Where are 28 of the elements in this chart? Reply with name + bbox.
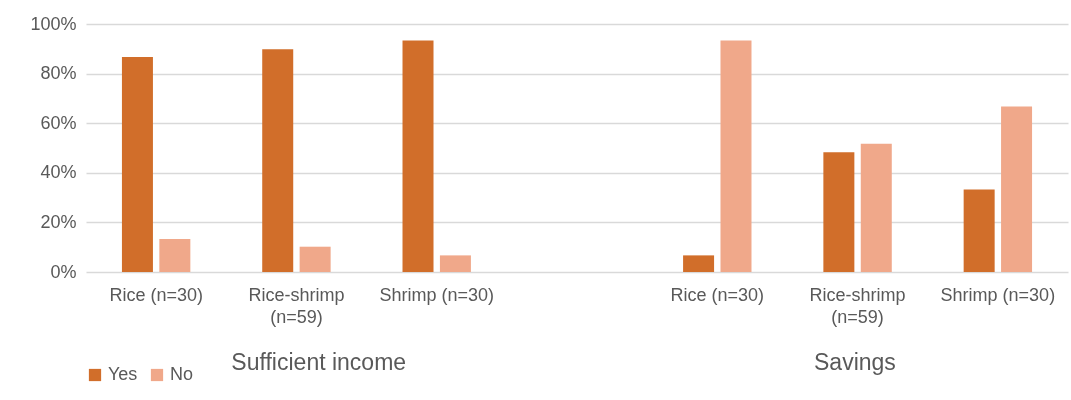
x-tick-label: Rice-shrimp (n=59) (248, 284, 345, 327)
y-tick-label: 0% (50, 261, 77, 282)
bar (683, 255, 715, 272)
bar (823, 152, 855, 272)
y-tick-label: 20% (40, 211, 77, 232)
x-tick-label: Shrimp (n=30) (379, 284, 494, 305)
y-tick-label: 100% (30, 13, 77, 34)
x-tick-label: Rice (n=30) (109, 284, 203, 305)
bar (299, 246, 331, 272)
y-tick-label: 40% (40, 162, 77, 183)
text: Sufficient income (231, 349, 407, 375)
y-tick-label: 60% (40, 112, 77, 133)
bar (262, 49, 294, 272)
bar (439, 255, 471, 272)
text: Savings (813, 349, 896, 375)
bar (402, 40, 434, 272)
x-tick-label: Shrimp (n=30) (940, 284, 1056, 305)
x-tick-label: Rice (n=30) (670, 284, 765, 305)
bar (720, 40, 752, 272)
bar (963, 189, 995, 272)
bar (121, 56, 153, 272)
bar (860, 143, 892, 272)
bar (159, 239, 191, 272)
bar (1001, 106, 1033, 272)
legend-label: Yes (108, 364, 138, 384)
x-tick-label: Rice-shrimp (n=59) (809, 284, 906, 327)
y-tick-label: 80% (40, 63, 77, 84)
legend-label: No (170, 364, 194, 384)
